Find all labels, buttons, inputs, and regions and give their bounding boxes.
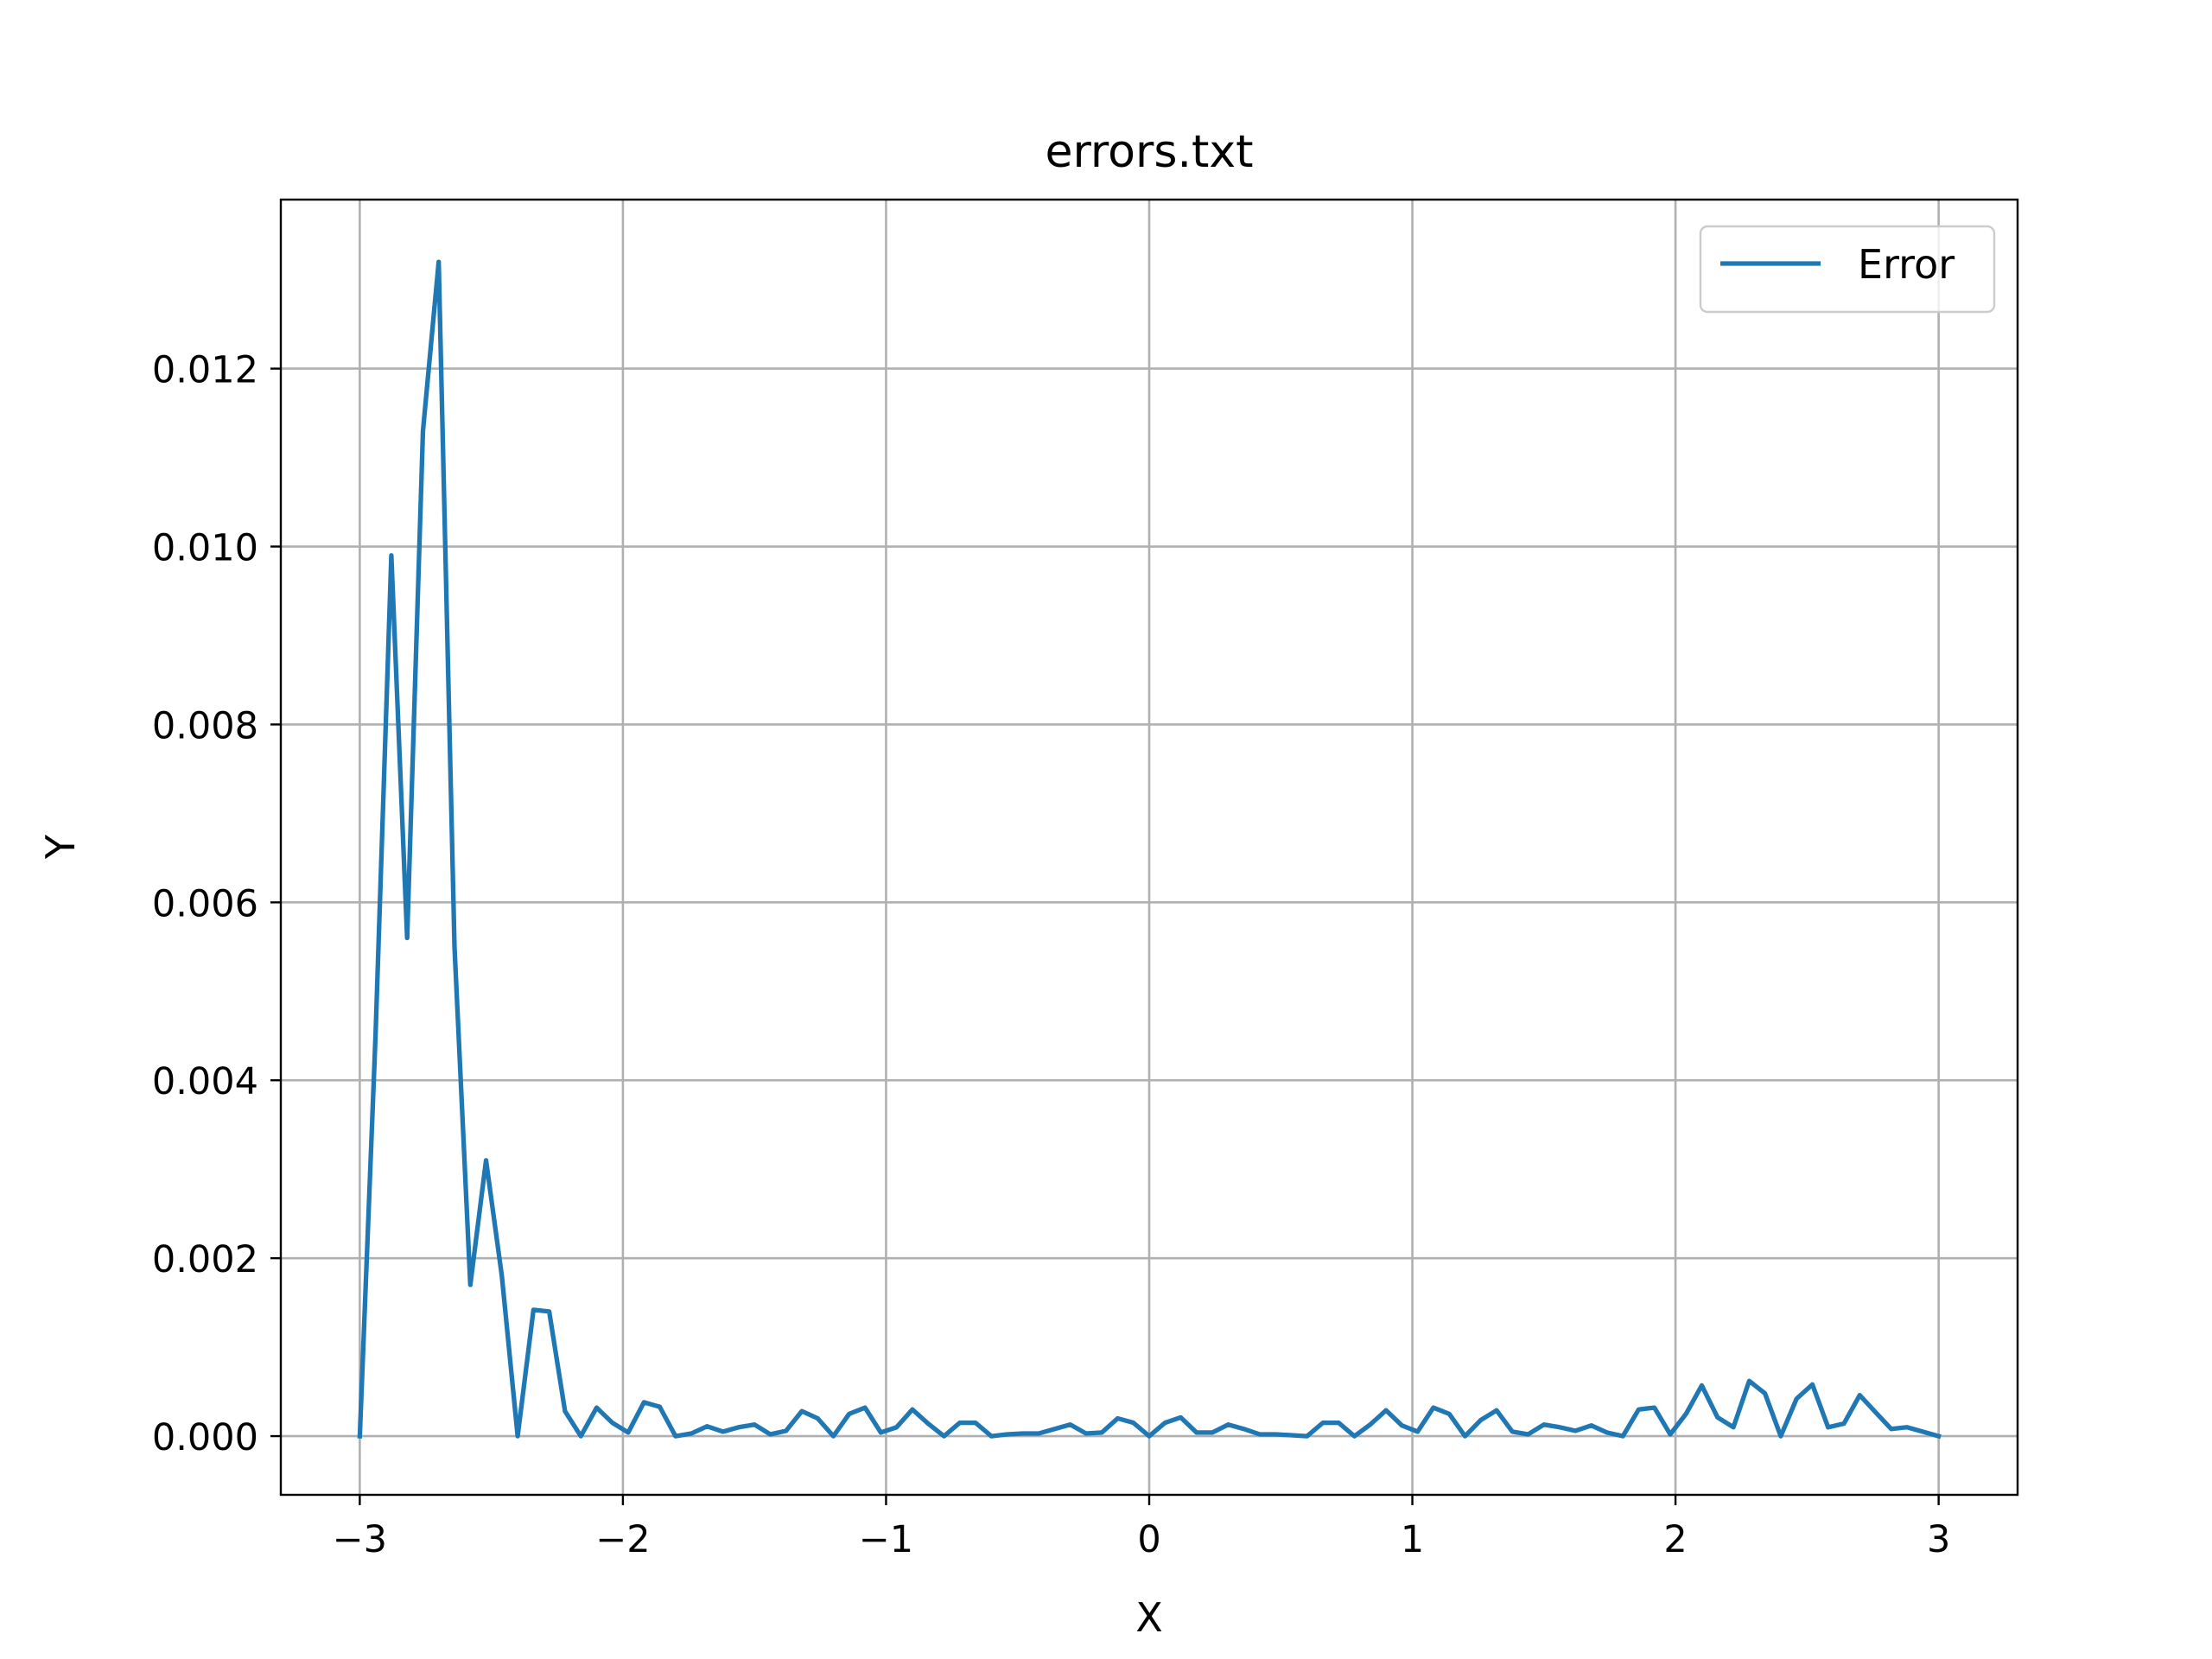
x-tick-label: 2 bbox=[1663, 1518, 1687, 1561]
y-tick-label: 0.000 bbox=[152, 1416, 258, 1459]
x-tick-label: −2 bbox=[595, 1518, 650, 1561]
y-axis-ticks: 0.000 0.002 0.004 0.006 0.008 0.010 0.012 bbox=[152, 349, 281, 1459]
x-tick-label: 0 bbox=[1137, 1518, 1160, 1561]
series-layer bbox=[357, 259, 1942, 1440]
chart-title: errors.txt bbox=[1045, 126, 1253, 178]
x-axis-ticks: −3 −2 −1 0 1 2 3 bbox=[333, 1495, 1950, 1561]
x-tick-label: 3 bbox=[1927, 1518, 1950, 1561]
y-tick-label: 0.004 bbox=[152, 1060, 258, 1103]
y-tick-label: 0.002 bbox=[152, 1238, 258, 1281]
series-line-error bbox=[357, 259, 1942, 1440]
x-tick-label: 1 bbox=[1401, 1518, 1424, 1561]
legend: Error bbox=[1699, 225, 1996, 314]
y-tick-label: 0.010 bbox=[152, 527, 258, 570]
x-tick-label: −3 bbox=[333, 1518, 387, 1561]
y-tick-label: 0.008 bbox=[152, 704, 258, 747]
legend-box bbox=[1699, 225, 1996, 314]
y-tick-label: 0.006 bbox=[152, 882, 258, 925]
y-axis-label: Y bbox=[37, 834, 84, 860]
legend-label-error: Error bbox=[1858, 241, 1955, 288]
y-tick-label: 0.012 bbox=[152, 349, 258, 392]
x-tick-label: −1 bbox=[859, 1518, 913, 1561]
x-axis-label: X bbox=[1135, 1594, 1163, 1641]
